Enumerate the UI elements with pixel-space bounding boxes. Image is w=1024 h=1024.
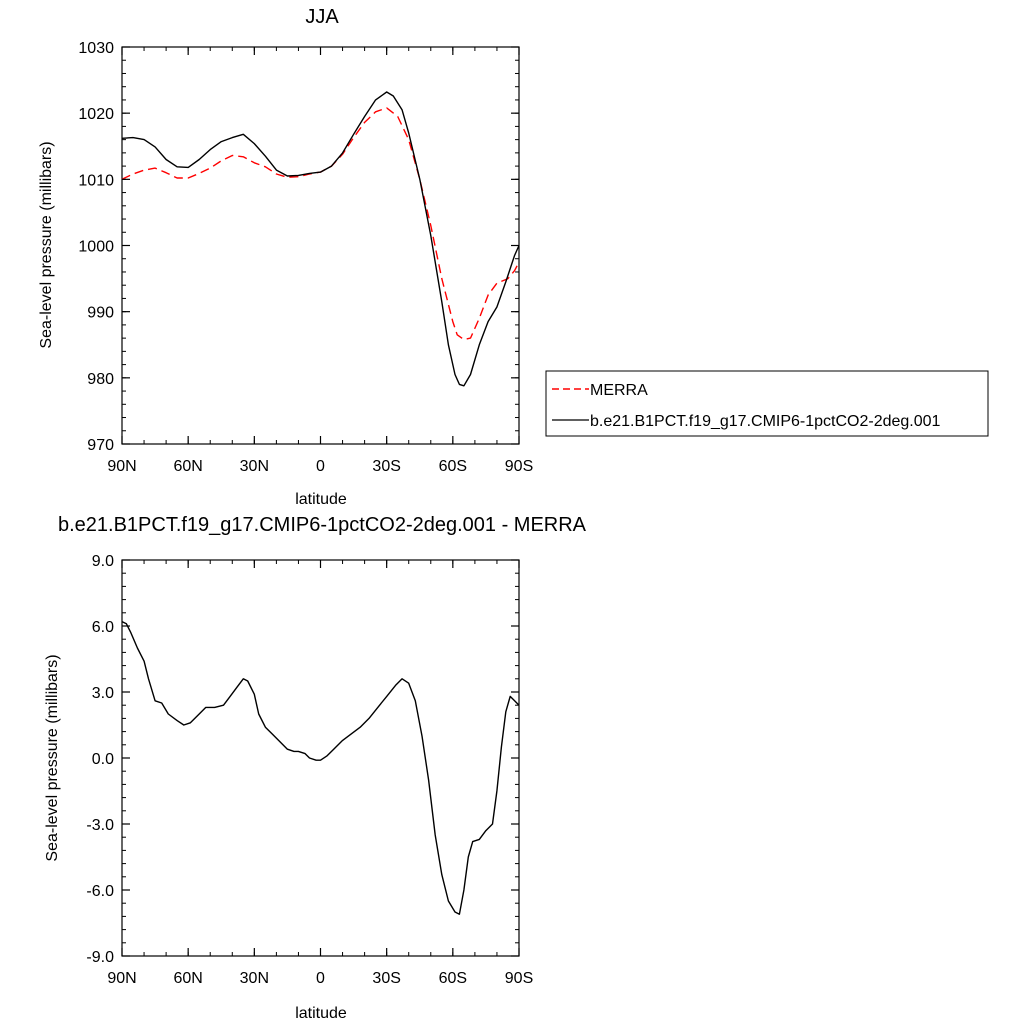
bottom-y-tick-label: -3.0 xyxy=(86,817,114,834)
top-chart-y-ticks: 970 980 990 1000 1010 1020 1030 xyxy=(78,40,519,454)
bottom-chart-x-axis-label: latitude xyxy=(295,1005,347,1022)
top-y-tick-label: 1000 xyxy=(78,239,114,256)
top-chart-y-axis-label: Sea-level pressure (millibars) xyxy=(38,141,55,348)
top-series-line-merra xyxy=(121,107,520,341)
bottom-y-tick-label: -6.0 xyxy=(86,883,114,900)
bottom-chart-minor-ticks xyxy=(121,559,520,957)
bottom-x-tick-label: 30N xyxy=(240,970,269,987)
bottom-chart-y-ticks: -9.0 -6.0 -3.0 0.0 3.0 6.0 9.0 xyxy=(86,553,519,966)
top-y-tick-label: 1030 xyxy=(78,40,114,57)
top-x-tick-label: 0 xyxy=(316,458,325,475)
bottom-x-tick-label: 60N xyxy=(173,970,202,987)
bottom-x-tick-label: 90N xyxy=(107,970,136,987)
top-x-tick-label: 60N xyxy=(173,458,202,475)
bottom-y-tick-label: 3.0 xyxy=(92,685,114,702)
bottom-x-tick-label: 0 xyxy=(316,970,325,987)
bottom-y-tick-label: 0.0 xyxy=(92,751,114,768)
legend-label-model: b.e21.B1PCT.f19_g17.CMIP6-1pctCO2-2deg.0… xyxy=(590,413,941,430)
bottom-y-tick-label: 9.0 xyxy=(92,553,114,570)
bottom-chart-series-group xyxy=(121,620,520,915)
top-series-line-model xyxy=(121,91,520,387)
top-y-tick-label: 1010 xyxy=(78,172,114,189)
top-y-tick-label: 990 xyxy=(87,305,114,322)
bottom-series-line-model xyxy=(121,620,520,915)
top-chart-x-axis-label: latitude xyxy=(295,491,347,508)
bottom-chart-plot-frame xyxy=(121,559,520,957)
top-x-tick-label: 30N xyxy=(240,458,269,475)
top-x-tick-label: 30S xyxy=(372,458,400,475)
top-x-tick-label: 90N xyxy=(107,458,136,475)
top-chart-x-ticks: 90N 60N 30N 0 30S 60S 90S xyxy=(107,47,533,475)
legend-box xyxy=(545,370,989,437)
legend-label-merra: MERRA xyxy=(590,382,648,399)
bottom-chart-title: b.e21.B1PCT.f19_g17.CMIP6-1pctCO2-2deg.0… xyxy=(58,514,587,536)
bottom-x-tick-label: 60S xyxy=(439,970,467,987)
bottom-y-tick-label: -9.0 xyxy=(86,949,114,966)
top-chart-legend: MERRA b.e21.B1PCT.f19_g17.CMIP6-1pctCO2-… xyxy=(545,370,989,437)
bottom-x-tick-label: 90S xyxy=(505,970,533,987)
top-x-tick-label: 60S xyxy=(439,458,467,475)
bottom-chart: b.e21.B1PCT.f19_g17.CMIP6-1pctCO2-2deg.0… xyxy=(44,514,587,1022)
top-y-tick-label: 1020 xyxy=(78,106,114,123)
top-x-tick-label: 90S xyxy=(505,458,533,475)
bottom-y-tick-label: 6.0 xyxy=(92,619,114,636)
bottom-chart-x-ticks: 90N 60N 30N 0 30S 60S 90S xyxy=(107,560,533,987)
top-y-tick-label: 980 xyxy=(87,371,114,388)
top-chart-series-group xyxy=(121,91,520,387)
bottom-chart-y-axis-label: Sea-level pressure (millibars) xyxy=(44,654,61,861)
top-chart-title: JJA xyxy=(305,6,339,28)
top-chart: JJA 90N 60N 30N 0 30S 60S 90S 970 980 990 1000 101… xyxy=(38,6,989,508)
top-y-tick-label: 970 xyxy=(87,437,114,454)
bottom-x-tick-label: 30S xyxy=(372,970,400,987)
